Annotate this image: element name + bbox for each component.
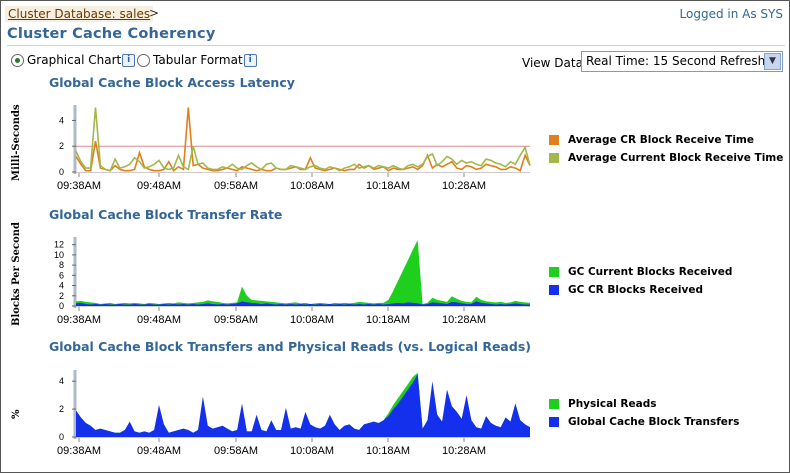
x-tick-label: 09:38AM (57, 445, 101, 457)
legend-swatch (549, 399, 559, 409)
legend-item: Average CR Block Receive Time (549, 134, 754, 146)
y-tick-label: 0 (59, 432, 64, 442)
x-tick-label: 09:38AM (57, 180, 101, 192)
chart-title-transfer-rate: Global Cache Block Transfer Rate (49, 207, 283, 222)
legend-label: Global Cache Block Transfers (568, 416, 740, 428)
x-tick-label: 09:48AM (137, 445, 181, 457)
legend-item: GC Current Blocks Received (549, 266, 732, 278)
x-tick-label: 10:08AM (290, 314, 334, 326)
x-tick-label: 09:58AM (214, 445, 258, 457)
info-icon[interactable]: i (122, 53, 136, 67)
info-icon[interactable]: i (243, 53, 257, 67)
x-tick-label: 10:08AM (290, 445, 334, 457)
y-tick-label: 12 (54, 240, 64, 250)
x-tick-label: 10:08AM (290, 180, 334, 192)
y-tick-label: 6 (59, 270, 64, 280)
legend-swatch (549, 267, 559, 277)
series-area-1 (76, 301, 530, 306)
tabular-format-label: Tabular Format (153, 53, 243, 67)
y-tick-label: 0 (59, 167, 64, 177)
tabular-format-option[interactable]: Tabular Format i (137, 53, 257, 67)
x-tick-label: 09:48AM (137, 180, 181, 192)
series-area-1 (76, 374, 530, 437)
y-tick-label: 2 (59, 404, 64, 414)
x-tick-label: 09:58AM (214, 180, 258, 192)
page-title: Cluster Cache Coherency (7, 26, 216, 42)
legend-item: Average Current Block Receive Time (549, 152, 783, 164)
graphical-chart-option[interactable]: Graphical Chart i (11, 53, 136, 67)
x-tick-label: 10:28AM (442, 180, 486, 192)
legend-label: Average CR Block Receive Time (568, 134, 754, 146)
y-tick-label: 2 (59, 291, 64, 301)
y-tick-label: 4 (59, 115, 64, 125)
legend-swatch (549, 135, 559, 145)
breadcrumb-separator: > (149, 6, 160, 20)
x-tick-label: 09:48AM (137, 314, 181, 326)
x-tick-label: 09:58AM (214, 314, 258, 326)
y-tick-label: 4 (59, 376, 64, 386)
logged-in-status: Logged in As SYS (679, 7, 783, 21)
legend-swatch (549, 153, 559, 163)
x-tick-label: 10:28AM (442, 445, 486, 457)
legend-label: GC Current Blocks Received (568, 266, 733, 278)
y-tick-label: 4 (59, 281, 64, 291)
legend-item: Global Cache Block Transfers (549, 416, 739, 428)
graphical-chart-radio[interactable] (11, 53, 24, 67)
legend-label: Average Current Block Receive Time (568, 152, 784, 164)
legend-swatch (549, 417, 559, 427)
chevron-down-icon[interactable]: ▼ (764, 53, 781, 70)
x-tick-label: 10:18AM (366, 445, 410, 457)
view-data-value: Real Time: 15 Second Refresh (586, 54, 766, 68)
y-tick-label: 2 (59, 141, 64, 151)
view-data-select[interactable]: Real Time: 15 Second Refresh ▼ (581, 51, 783, 72)
x-tick-label: 10:18AM (366, 314, 410, 326)
view-data-label: View Data (522, 56, 583, 70)
y-tick-label: 10 (54, 250, 64, 260)
graphical-chart-label: Graphical Chart (27, 53, 122, 67)
y-tick-label: 8 (59, 260, 64, 270)
legend-swatch (549, 285, 559, 295)
title-divider (7, 45, 785, 46)
legend-label: GC CR Blocks Received (568, 284, 703, 296)
series-area-0 (76, 240, 530, 306)
x-tick-label: 10:28AM (442, 314, 486, 326)
legend-item: Physical Reads (549, 398, 657, 410)
chart-title-latency: Global Cache Block Access Latency (49, 75, 295, 90)
x-tick-label: 09:38AM (57, 314, 101, 326)
legend-item: GC CR Blocks Received (549, 284, 703, 296)
tabular-format-radio[interactable] (137, 53, 150, 67)
legend-label: Physical Reads (568, 398, 657, 410)
x-tick-label: 10:18AM (366, 180, 410, 192)
chart-title-transfers-reads: Global Cache Block Transfers and Physica… (49, 339, 531, 354)
breadcrumb-link[interactable]: Cluster Database: sales (5, 6, 154, 22)
y-tick-label: 0 (59, 301, 64, 311)
series-line-1 (75, 107, 531, 172)
